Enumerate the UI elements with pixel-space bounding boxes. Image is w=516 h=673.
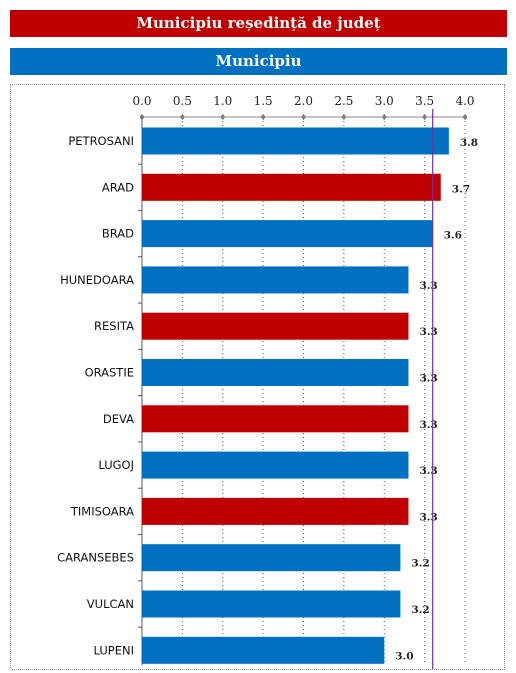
- x-tick-label: 3.0: [375, 94, 394, 108]
- category-label: VULCAN: [87, 597, 134, 611]
- x-tick-label: 3.5: [415, 94, 434, 108]
- data-label: 3.2: [411, 604, 429, 616]
- category-label: RESITA: [94, 319, 134, 333]
- x-tick-label: 2.5: [334, 94, 353, 108]
- legend-municipality: Municipiu: [10, 48, 507, 75]
- bar: [142, 266, 409, 294]
- x-tick-label: 0.0: [132, 94, 151, 108]
- data-label: 3.3: [419, 326, 437, 338]
- bar: [142, 312, 409, 340]
- bar: [142, 497, 409, 525]
- category-label: PETROSANI: [68, 134, 134, 148]
- category-label: ARAD: [102, 180, 134, 194]
- bar: [142, 544, 401, 572]
- bar: [142, 220, 433, 248]
- bar: [142, 173, 441, 201]
- data-label: 3.3: [419, 465, 437, 477]
- data-label: 3.3: [419, 280, 437, 292]
- data-label: 3.3: [419, 511, 437, 523]
- data-label: 3.6: [444, 230, 462, 242]
- category-label: BRAD: [102, 227, 134, 241]
- data-label: 3.3: [419, 419, 437, 431]
- data-label: 3.2: [411, 558, 429, 570]
- chart-frame: [10, 84, 505, 670]
- bar: [142, 405, 409, 433]
- data-label: 3.7: [452, 183, 470, 195]
- x-tick-label: 2.0: [294, 94, 313, 108]
- category-label: LUPENI: [94, 643, 134, 657]
- category-label: DEVA: [103, 412, 134, 426]
- data-label: 3.3: [419, 373, 437, 385]
- bar: [142, 451, 409, 479]
- category-label: CARANSEBES: [57, 551, 134, 565]
- bar: [142, 590, 401, 618]
- data-label: 3.8: [460, 137, 478, 149]
- category-label: HUNEDOARA: [60, 273, 134, 287]
- category-label: ORASTIE: [85, 366, 134, 380]
- category-label: LUGOJ: [98, 458, 134, 472]
- x-tick-label: 4.0: [455, 94, 474, 108]
- x-tick-label: 1.0: [213, 94, 232, 108]
- bar: [142, 127, 449, 155]
- data-label: 3.0: [395, 650, 413, 662]
- legend-county-seat: Municipiu reședință de județ: [10, 10, 507, 37]
- x-tick-label: 1.5: [254, 94, 273, 108]
- bar: [142, 636, 385, 664]
- bar: [142, 359, 409, 386]
- x-tick-label: 0.5: [173, 94, 192, 108]
- category-label: TIMISOARA: [70, 504, 134, 518]
